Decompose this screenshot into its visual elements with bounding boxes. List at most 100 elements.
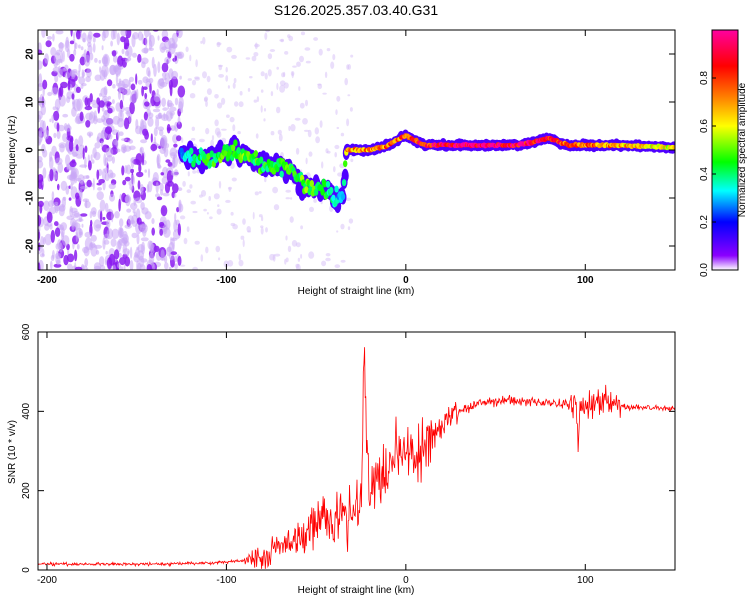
noise-speckle <box>128 139 134 144</box>
noise-speckle <box>104 202 109 213</box>
noise-speckle <box>337 172 343 177</box>
noise-speckle <box>102 53 110 67</box>
noise-speckle <box>128 76 135 83</box>
chart-title: S126.2025.357.03.40.G31 <box>274 2 438 18</box>
noise-speckle <box>106 219 111 229</box>
y-tick-label: 200 <box>21 482 32 499</box>
noise-speckle <box>99 264 106 270</box>
noise-speckle <box>325 253 331 257</box>
noise-speckle <box>52 250 55 259</box>
noise-speckle <box>55 243 61 250</box>
noise-speckle <box>101 115 106 123</box>
noise-speckle <box>79 188 83 202</box>
noise-speckle <box>75 30 81 40</box>
noise-speckle <box>43 200 50 212</box>
noise-speckle <box>170 237 178 241</box>
noise-speckle <box>56 130 61 140</box>
noise-speckle <box>225 66 228 73</box>
noise-speckle <box>277 129 282 135</box>
noise-speckle <box>123 263 126 270</box>
noise-speckle <box>217 204 220 208</box>
noise-speckle <box>334 264 341 269</box>
noise-speckle <box>100 87 108 98</box>
noise-speckle <box>177 116 181 125</box>
noise-speckle <box>308 251 315 259</box>
noise-speckle <box>347 64 351 70</box>
noise-speckle <box>186 226 190 233</box>
noise-speckle <box>334 152 338 158</box>
noise-speckle <box>159 183 164 192</box>
noise-speckle <box>88 160 92 171</box>
noise-speckle <box>340 132 345 137</box>
noise-speckle <box>102 216 106 221</box>
noise-speckle <box>93 110 97 121</box>
noise-speckle <box>92 42 96 53</box>
noise-speckle <box>129 184 134 191</box>
noise-speckle <box>160 172 165 176</box>
noise-speckle <box>69 207 78 213</box>
noise-speckle <box>185 46 189 53</box>
noise-speckle <box>269 49 276 52</box>
noise-speckle <box>80 181 84 185</box>
noise-speckle <box>53 201 59 206</box>
noise-speckle <box>159 228 164 236</box>
noise-speckle <box>140 202 145 210</box>
snr-series-line <box>38 347 675 569</box>
noise-speckle <box>130 174 135 186</box>
noise-speckle <box>264 32 268 40</box>
noise-speckle <box>130 157 135 169</box>
noise-speckle <box>87 42 92 48</box>
noise-speckle <box>60 222 67 231</box>
noise-speckle <box>114 249 120 260</box>
noise-speckle <box>52 33 55 42</box>
noise-speckle <box>153 127 158 137</box>
noise-speckle <box>135 153 143 166</box>
noise-speckle <box>93 219 102 232</box>
noise-speckle <box>309 206 314 212</box>
noise-speckle <box>72 31 76 40</box>
noise-speckle <box>200 40 203 44</box>
noise-speckle <box>159 222 165 227</box>
noise-speckle <box>130 202 138 210</box>
noise-speckle <box>336 230 339 233</box>
noise-speckle <box>51 191 55 201</box>
noise-speckle <box>321 260 327 267</box>
noise-speckle <box>107 169 114 179</box>
y-tick-label: 0 <box>25 147 36 153</box>
colorbar-tick-label: 0.8 <box>699 71 710 85</box>
noise-speckle <box>69 40 75 45</box>
noise-speckle <box>96 136 100 143</box>
noise-speckle <box>187 171 190 177</box>
noise-speckle <box>229 116 235 123</box>
noise-speckle <box>273 204 280 211</box>
noise-speckle <box>104 126 113 134</box>
noise-speckle <box>251 55 257 62</box>
ridge-cell <box>672 145 675 150</box>
noise-speckle <box>57 124 65 132</box>
noise-speckle <box>283 71 286 78</box>
noise-speckle <box>67 253 75 263</box>
noise-speckle <box>161 30 169 39</box>
noise-speckle <box>305 60 311 64</box>
noise-speckle <box>332 54 336 61</box>
noise-speckle <box>325 257 331 262</box>
noise-speckle <box>112 115 121 125</box>
y-tick-label: -20 <box>25 238 36 253</box>
noise-speckle <box>265 227 268 233</box>
noise-speckle <box>111 99 115 105</box>
noise-speckle <box>84 54 91 67</box>
noise-speckle <box>123 88 131 96</box>
noise-speckle <box>38 225 41 233</box>
noise-speckle <box>333 166 336 173</box>
noise-speckle <box>121 165 125 176</box>
noise-speckle <box>140 184 144 195</box>
x-tick-label: -200 <box>37 275 57 286</box>
noise-speckle <box>140 57 149 65</box>
noise-speckle <box>85 175 90 179</box>
noise-speckle <box>75 153 84 159</box>
snr-panel: -200 -100 0 100 0 200 400 600 Height of straigh… <box>7 323 676 596</box>
noise-speckle <box>140 237 149 242</box>
noise-speckle <box>232 82 236 89</box>
noise-speckle <box>84 105 93 111</box>
